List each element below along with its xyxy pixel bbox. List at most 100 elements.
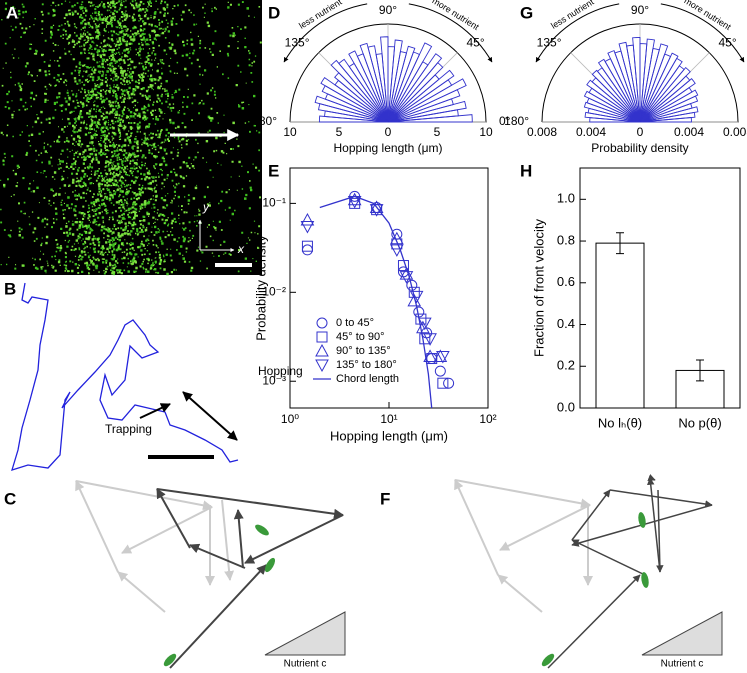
polar-bar <box>387 45 416 123</box>
polar-bar <box>607 50 641 123</box>
marker <box>406 279 418 291</box>
polar-bar <box>583 101 641 123</box>
y-tick-label: 10⁻² <box>262 284 286 298</box>
polar-bar <box>597 58 641 123</box>
annotation: more nutrient <box>682 0 733 32</box>
legend-label: Chord length <box>336 373 399 385</box>
marker <box>423 333 437 346</box>
polar-bar <box>583 90 641 123</box>
polar-bar <box>330 59 389 123</box>
panel-label: D <box>268 3 280 22</box>
marker <box>315 343 329 357</box>
polar-bar <box>317 103 389 123</box>
y-tick-label: 0.4 <box>557 316 575 331</box>
marker <box>415 313 427 325</box>
radial-tick-label: 10 <box>479 125 493 139</box>
marker <box>409 290 424 304</box>
gradient-wedge <box>264 611 346 656</box>
marker <box>316 331 328 343</box>
marker <box>417 317 432 331</box>
x-tick-label: 10⁰ <box>281 412 299 426</box>
fluorescence <box>0 0 262 275</box>
error-bar <box>696 359 704 382</box>
marker <box>315 359 329 373</box>
bacterium <box>163 653 177 667</box>
gradient-label: Nutrient c <box>284 659 327 670</box>
polar-bar <box>387 53 443 123</box>
radial-tick-label: 0 <box>385 125 392 139</box>
series-line <box>319 195 433 409</box>
x-tick-label: 10² <box>479 412 496 426</box>
arrow <box>189 543 246 569</box>
gradient-label: Nutrient c <box>661 659 704 670</box>
panel-label: B <box>4 279 16 298</box>
polar-frame <box>541 23 739 123</box>
arrow <box>656 489 664 573</box>
annotation: less nutrient <box>297 0 344 31</box>
marker <box>300 220 315 234</box>
bacterium <box>541 653 555 667</box>
polar-bar <box>348 50 389 123</box>
polar-bar <box>639 52 679 123</box>
polar-bar <box>387 78 467 123</box>
marker <box>301 240 313 252</box>
marker <box>347 192 362 206</box>
polar-bar <box>318 115 389 123</box>
y-tick-label: 10⁻¹ <box>262 196 286 210</box>
polar-bar <box>639 43 669 123</box>
annotation: Hopping <box>258 364 303 378</box>
polar-bar <box>387 69 455 123</box>
arrow <box>454 479 591 509</box>
y-tick-label: 0.6 <box>557 274 575 289</box>
axis-label: y <box>202 200 210 214</box>
polar-bar <box>584 111 641 123</box>
polar-bar <box>632 37 641 123</box>
trapping-arrow <box>139 403 171 419</box>
arrow <box>75 480 119 573</box>
nutrient-arrow <box>535 3 620 63</box>
bacterium <box>255 524 269 536</box>
nutrient-arrow <box>660 3 745 63</box>
x-tick-label: No p(θ) <box>678 415 721 430</box>
polar-bar <box>380 36 389 123</box>
marker <box>423 349 437 362</box>
arrow <box>571 539 646 576</box>
bar <box>675 369 725 409</box>
marker <box>389 231 404 245</box>
marker <box>416 320 430 334</box>
x-tick-label: 10¹ <box>380 412 397 426</box>
arrow <box>117 571 166 613</box>
hopping-arrow <box>182 391 238 441</box>
arrow <box>221 499 235 581</box>
marker <box>437 377 449 389</box>
polar-bar <box>618 41 641 123</box>
panel-label: A <box>6 3 18 22</box>
angle-tick-label: 180° <box>504 114 529 128</box>
legend-label: 90° to 135° <box>336 345 391 357</box>
bar <box>595 242 645 409</box>
y-tick-label: 10⁻³ <box>262 373 286 387</box>
nutrient-arrow <box>283 3 368 63</box>
y-axis-title: Fraction of front velocity <box>531 219 546 357</box>
legend-label: 0 to 45° <box>336 317 374 329</box>
polar-bar <box>591 69 641 123</box>
panel-label: F <box>380 489 390 508</box>
arrow <box>156 488 344 519</box>
arrow <box>646 477 661 573</box>
marker <box>426 353 438 365</box>
gradient-wedge <box>641 611 723 656</box>
panel-label: G <box>520 3 533 22</box>
polar-bar <box>589 117 641 123</box>
arrow <box>75 480 213 511</box>
polar-bar <box>321 85 389 123</box>
panel-label: C <box>4 489 16 508</box>
panel-label: H <box>520 161 532 180</box>
angle-tick-label: 90° <box>631 3 649 17</box>
bacterium <box>638 512 646 528</box>
marker <box>433 349 448 362</box>
microscopy-image <box>0 0 262 275</box>
polar-bar <box>359 42 389 123</box>
arrow <box>497 574 543 613</box>
arrow <box>499 504 591 551</box>
